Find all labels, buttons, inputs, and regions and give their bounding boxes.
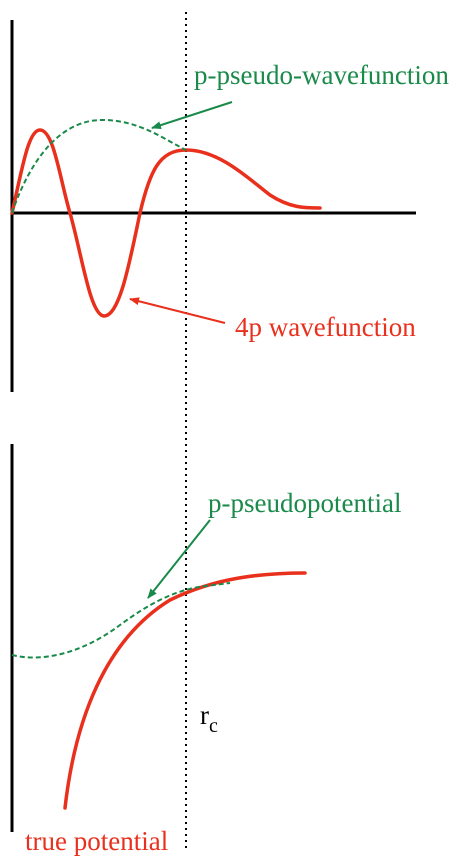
wavefunction-4p-label: 4p wavefunction [235, 312, 416, 342]
wavefunction-4p-arrow [129, 297, 226, 324]
pseudopotential-arrow [147, 519, 211, 599]
pseudopotential-curve [11, 582, 231, 659]
cutoff-radius-label: rc [200, 700, 218, 737]
pseudopotential-label: p-pseudopotential [208, 488, 401, 518]
true-potential-label: true potential [25, 826, 168, 856]
cutoff-radius-base: r [200, 700, 209, 730]
wavefunction-4p-curve [10, 128, 322, 318]
pseudo-wavefunction-curve [11, 118, 187, 214]
true-potential-curve [63, 571, 307, 810]
cutoff-radius-subscript: c [209, 715, 218, 737]
pseudo-wavefunction-label: p-pseudo-wavefunction [194, 60, 449, 90]
pseudo-wavefunction-arrow [151, 101, 233, 130]
